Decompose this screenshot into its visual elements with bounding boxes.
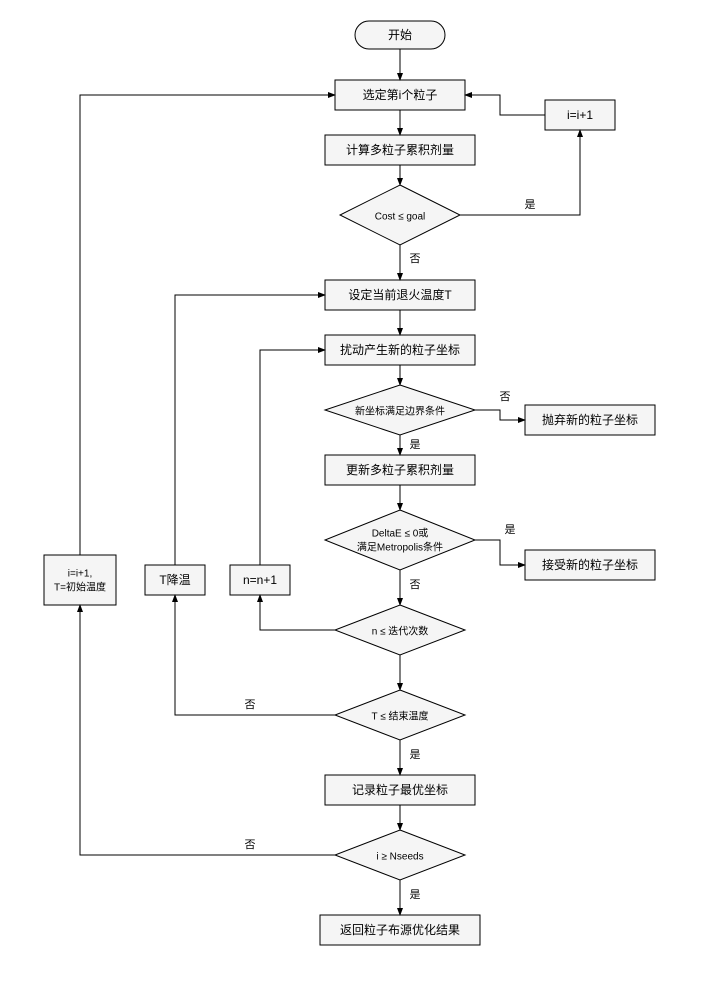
node-n-iter-label: n ≤ 迭代次数 (372, 625, 429, 638)
node-set-temp-label: 设定当前退火温度T (348, 287, 452, 302)
edge-boundary-no (475, 410, 525, 420)
edge-ninc-perturb (260, 350, 325, 565)
edge-cost-yes-label: 是 (525, 198, 536, 211)
edge-tend-no-label: 否 (245, 699, 256, 711)
edge-inseeds-no-label: 否 (245, 839, 256, 851)
node-t-cool-label: T降温 (159, 573, 190, 587)
edge-boundary-no-label: 否 (500, 391, 511, 403)
node-deltae-label1: DeltaE ≤ 0或 (372, 528, 429, 540)
node-deltae (325, 510, 475, 570)
edge-deltae-yes-label: 是 (505, 523, 516, 536)
node-reset-i-label1: i=i+1, (68, 569, 92, 580)
node-perturb-label: 扰动产生新的粒子坐标 (340, 342, 460, 357)
node-boundary-label: 新坐标满足边界条件 (355, 405, 445, 418)
edge-inseeds-no (80, 605, 335, 855)
edge-cost-yes (460, 130, 580, 215)
node-n-inc-label: n=n+1 (243, 573, 277, 587)
edge-deltae-no-label: 否 (410, 579, 421, 591)
edge-reseti-select (80, 95, 335, 555)
edge-tend-yes-label: 是 (410, 748, 421, 761)
node-accept-label: 接受新的粒子坐标 (542, 557, 638, 572)
node-calc-dose-label: 计算多粒子累积剂量 (346, 142, 454, 157)
node-record-label: 记录粒子最优坐标 (352, 782, 448, 797)
node-reset-i-label2: T=初始温度 (54, 581, 106, 594)
node-discard-label: 抛弃新的粒子坐标 (542, 412, 638, 427)
node-deltae-label2: 满足Metropolis条件 (357, 541, 443, 554)
edge-niter-ninc (260, 595, 335, 630)
node-inc-i-label: i=i+1 (567, 108, 593, 122)
edge-inseeds-yes-label: 是 (410, 888, 421, 901)
node-update-dose-label: 更新多粒子累积剂量 (346, 462, 454, 477)
edge-inci-select (465, 95, 545, 115)
edge-cost-no-label: 否 (410, 253, 421, 265)
edge-deltae-yes (475, 540, 525, 565)
edge-boundary-yes-label: 是 (410, 438, 421, 451)
node-reset-i (44, 555, 116, 605)
node-return-label: 返回粒子布源优化结果 (340, 922, 460, 937)
edge-tend-no (175, 595, 335, 715)
node-select-label: 选定第i个粒子 (363, 87, 438, 102)
node-t-end-label: T ≤ 结束温度 (372, 710, 429, 723)
node-i-nseeds-label: i ≥ Nseeds (376, 852, 423, 863)
node-cost-goal-label: Cost ≤ goal (375, 212, 426, 223)
edge-tcool-settemp (175, 295, 325, 565)
node-start-label: 开始 (388, 28, 412, 42)
